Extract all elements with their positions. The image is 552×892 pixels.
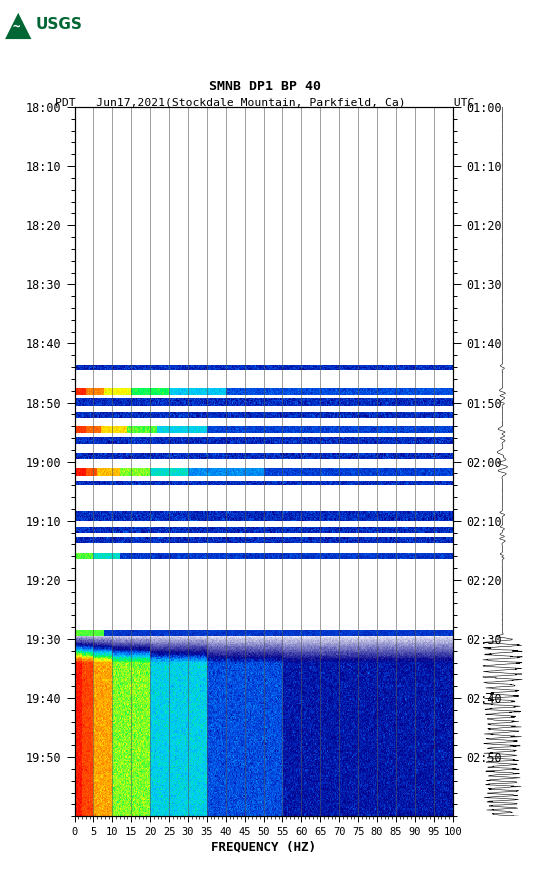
Text: SMNB DP1 BP 40: SMNB DP1 BP 40 bbox=[209, 79, 321, 93]
Text: PDT   Jun17,2021(Stockdale Mountain, Parkfield, Ca)       UTC: PDT Jun17,2021(Stockdale Mountain, Parkf… bbox=[55, 97, 475, 107]
Text: ~: ~ bbox=[13, 20, 20, 32]
Polygon shape bbox=[5, 12, 31, 39]
Text: USGS: USGS bbox=[35, 17, 82, 31]
X-axis label: FREQUENCY (HZ): FREQUENCY (HZ) bbox=[211, 841, 316, 854]
